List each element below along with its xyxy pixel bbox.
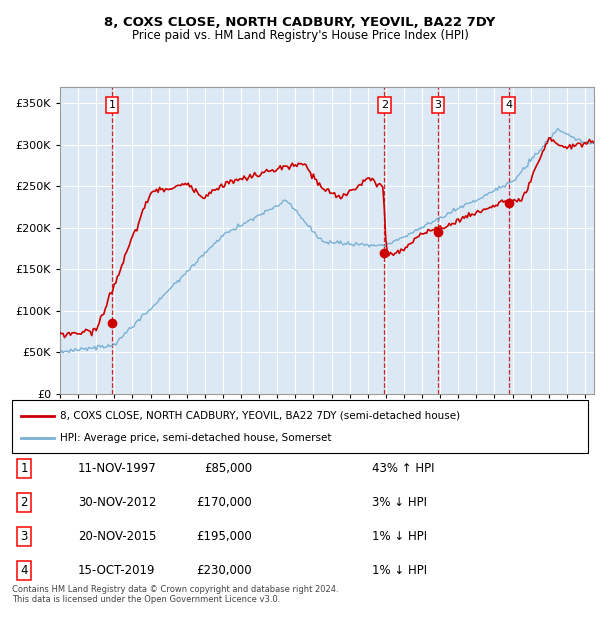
Text: 4: 4 xyxy=(505,100,512,110)
Text: 3: 3 xyxy=(20,530,28,542)
Text: 15-OCT-2019: 15-OCT-2019 xyxy=(78,564,155,577)
Text: 20-NOV-2015: 20-NOV-2015 xyxy=(78,530,157,542)
Text: 2: 2 xyxy=(20,496,28,508)
Text: 3: 3 xyxy=(434,100,442,110)
Text: 1% ↓ HPI: 1% ↓ HPI xyxy=(372,530,427,542)
Text: £230,000: £230,000 xyxy=(196,564,252,577)
Text: £85,000: £85,000 xyxy=(204,462,252,474)
Text: 2: 2 xyxy=(381,100,388,110)
Text: 43% ↑ HPI: 43% ↑ HPI xyxy=(372,462,434,474)
Text: HPI: Average price, semi-detached house, Somerset: HPI: Average price, semi-detached house,… xyxy=(60,433,331,443)
Text: 1: 1 xyxy=(20,462,28,474)
Text: 4: 4 xyxy=(20,564,28,577)
Text: 3% ↓ HPI: 3% ↓ HPI xyxy=(372,496,427,508)
Text: 8, COXS CLOSE, NORTH CADBURY, YEOVIL, BA22 7DY: 8, COXS CLOSE, NORTH CADBURY, YEOVIL, BA… xyxy=(104,16,496,29)
Text: 1: 1 xyxy=(109,100,115,110)
Text: Contains HM Land Registry data © Crown copyright and database right 2024.
This d: Contains HM Land Registry data © Crown c… xyxy=(12,585,338,604)
Text: 11-NOV-1997: 11-NOV-1997 xyxy=(78,462,157,474)
Text: £195,000: £195,000 xyxy=(196,530,252,542)
Text: 1% ↓ HPI: 1% ↓ HPI xyxy=(372,564,427,577)
Text: 30-NOV-2012: 30-NOV-2012 xyxy=(78,496,157,508)
Text: Price paid vs. HM Land Registry's House Price Index (HPI): Price paid vs. HM Land Registry's House … xyxy=(131,29,469,42)
Text: 8, COXS CLOSE, NORTH CADBURY, YEOVIL, BA22 7DY (semi-detached house): 8, COXS CLOSE, NORTH CADBURY, YEOVIL, BA… xyxy=(60,410,460,421)
Text: £170,000: £170,000 xyxy=(196,496,252,508)
